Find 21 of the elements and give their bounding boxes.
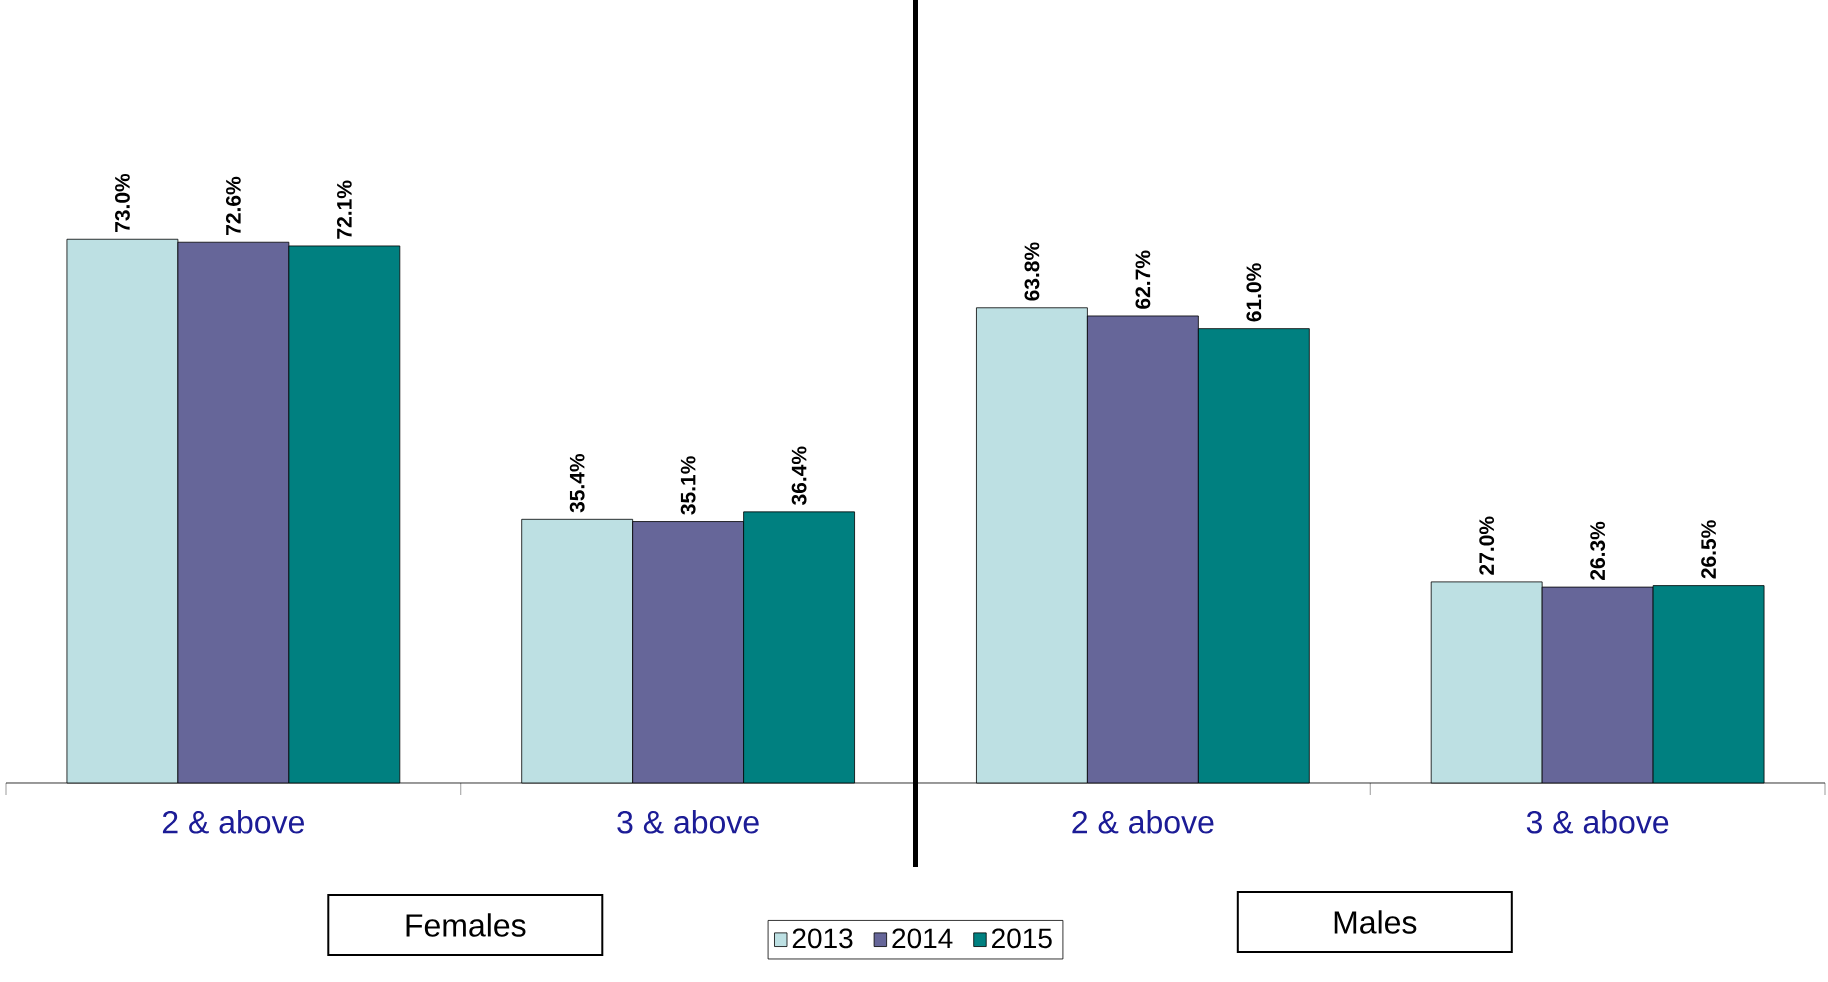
text: Males [1334, 910, 1417, 934]
data-label: 26.5% [1701, 520, 1717, 579]
x-tick-label: 3 & above [1526, 810, 1669, 834]
x-tick-label: 2 & above [162, 810, 304, 834]
data-label: 72.6% [225, 176, 241, 235]
data-label: 26.3% [1590, 521, 1606, 580]
legend-label: 2013 [792, 928, 853, 949]
data-label: 27.0% [1479, 516, 1495, 575]
data-label: 35.4% [569, 453, 585, 513]
legend-label: 2015 [992, 928, 1052, 949]
data-label: 62.7% [1135, 250, 1151, 309]
data-label: 61.0% [1246, 263, 1262, 322]
data-label: 63.8% [1024, 242, 1040, 301]
x-tick-label: 3 & above [617, 810, 759, 834]
data-label: 35.1% [680, 456, 696, 515]
text: Females [406, 913, 526, 937]
data-label: 72.1% [336, 180, 352, 239]
x-tick-label: 2 & above [1072, 810, 1214, 834]
legend-label: 2014 [892, 928, 953, 949]
data-label: 36.4% [791, 446, 807, 505]
data-label: 73.0% [114, 173, 130, 232]
